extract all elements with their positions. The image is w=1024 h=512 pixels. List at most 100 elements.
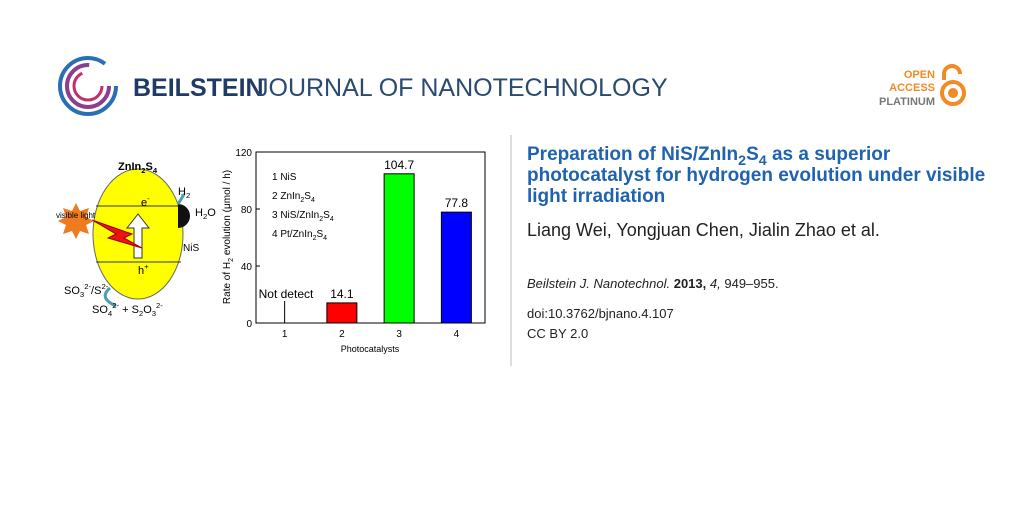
text-part: 2 [319,216,323,223]
x-tick-label: 2 [339,329,345,340]
text-part: O [143,304,152,316]
volume: 4, [709,276,721,291]
text-part: - [147,194,150,203]
text-part: e [141,197,147,209]
text-part: Rate of H [222,262,233,304]
y-tick-label: 80 [241,205,253,216]
text-part: O [207,207,216,219]
x-axis-label: Photocatalysts [341,344,400,354]
x-tick-label: 3 [396,329,402,340]
bar [326,302,358,324]
bar-chart: Rate of H2 evolution (μmol / h) Photocat… [222,148,486,354]
journal-name-bold: BEILSTEIN [133,74,264,102]
text-part: evolution (μmol / h) [222,170,233,258]
text-part: H [195,207,203,219]
text-part: ZnIn [118,161,141,173]
badge-platinum: PLATINUM [879,96,935,108]
text-part: 4 [311,197,315,204]
x-tick-label: 4 [454,329,460,340]
text-part: S [316,229,323,240]
title-part: S [746,144,759,165]
text-part: 2 [313,235,317,242]
text-part: 4 [330,216,334,223]
donor-label: SO32-/S2- [64,282,109,299]
nis-label: NiS [183,243,199,254]
title-part: 2 [738,152,747,169]
h2-label: H2 [178,186,190,200]
electron-label: e- [141,194,150,209]
journal-name: JOURNAL OF NANOTECHNOLOGY [256,74,668,102]
mechanism-diagram: ZnIn2S4 e- h+ H2 H2O NiS visible light S… [56,161,216,318]
value-label: 14.1 [330,287,354,301]
y-tick-label: 40 [241,262,253,273]
y-tick-label: 120 [235,148,252,159]
journal-logo [58,56,118,116]
text-part: H [178,186,186,198]
legend-entry: 1 NiS [272,172,297,183]
text-part: 4 [153,166,158,175]
text-part: 4 [323,235,327,242]
text-part: 1 NiS [272,172,297,183]
doi: doi:10.3762/bjnano.4.107 [527,306,674,321]
journal-abbrev: Beilstein J. Nanotechnol. [527,276,671,291]
text-part: /S [91,285,101,297]
text-part: 2 [228,258,235,262]
x-tick-label: 1 [282,329,288,340]
text-part: + S [119,304,139,316]
text-part: SO [64,285,80,297]
text-part: 4 Pt/ZnIn [272,229,313,240]
text-part: 2 ZnIn [272,191,300,202]
article-title: Preparation of NiS/ZnIn2S4 as a superior… [527,144,987,207]
text-part: 2- [156,301,163,310]
text-part: SO [92,304,108,316]
text-part: S [304,191,311,202]
y-axis-label: Rate of H2 evolution (μmol / h) [222,170,235,304]
text-part: 3 [152,309,156,318]
text-part: 2- [101,282,108,291]
title-part: Preparation of NiS/ZnIn [527,144,739,165]
text-part: 2 [203,212,207,221]
text-part: 4 [108,309,113,318]
excitation-arrow [125,213,151,259]
title-part: 4 [758,152,767,169]
text-part: 3 NiS/ZnIn [272,210,319,221]
light-source [58,203,94,239]
donor-arrow [103,286,117,308]
title-part: as a superior photocatalyst for hydrogen… [527,144,986,207]
text-part: + [144,262,149,271]
y-tick-label: 0 [246,319,252,330]
citation: Beilstein J. Nanotechnol. 2013, 4, 949–9… [527,276,779,291]
year: 2013, [673,276,707,291]
badge-open: OPEN [904,69,935,81]
text-part: 2 [186,191,190,200]
h2-arrow [176,193,185,205]
nis-cocatalyst [178,204,190,228]
text-part: 2 [300,197,304,204]
text-part: 2- [112,301,119,310]
authors: Liang Wei, Yongjuan Chen, Jialin Zhao et… [527,220,880,240]
value-label: 104.7 [384,158,414,172]
text-part: 2 [141,166,145,175]
plot-frame [255,151,486,324]
products-label: SO42- + S2O32- [92,301,163,318]
bar [383,173,415,324]
value-label: 77.8 [445,196,469,210]
text-part: h [138,265,144,277]
light-label: visible light [56,211,96,220]
catalyst-label: ZnIn2S4 [118,161,158,175]
h2o-label: H2O [195,207,216,221]
open-access-lock [940,64,966,106]
license: CC BY 2.0 [527,326,589,341]
bar [440,211,472,324]
text-part: S [146,161,153,173]
text-part: S [323,210,330,221]
legend-entry: 4 Pt/ZnIn2S4 [272,229,327,242]
light-bolt [91,219,143,249]
legend-entry: 2 ZnIn2S4 [272,191,315,204]
text-part: 2- [84,282,91,291]
legend-entry: 3 NiS/ZnIn2S4 [272,210,334,223]
pages: 949–955. [724,276,779,291]
badge-access: ACCESS [889,82,935,94]
